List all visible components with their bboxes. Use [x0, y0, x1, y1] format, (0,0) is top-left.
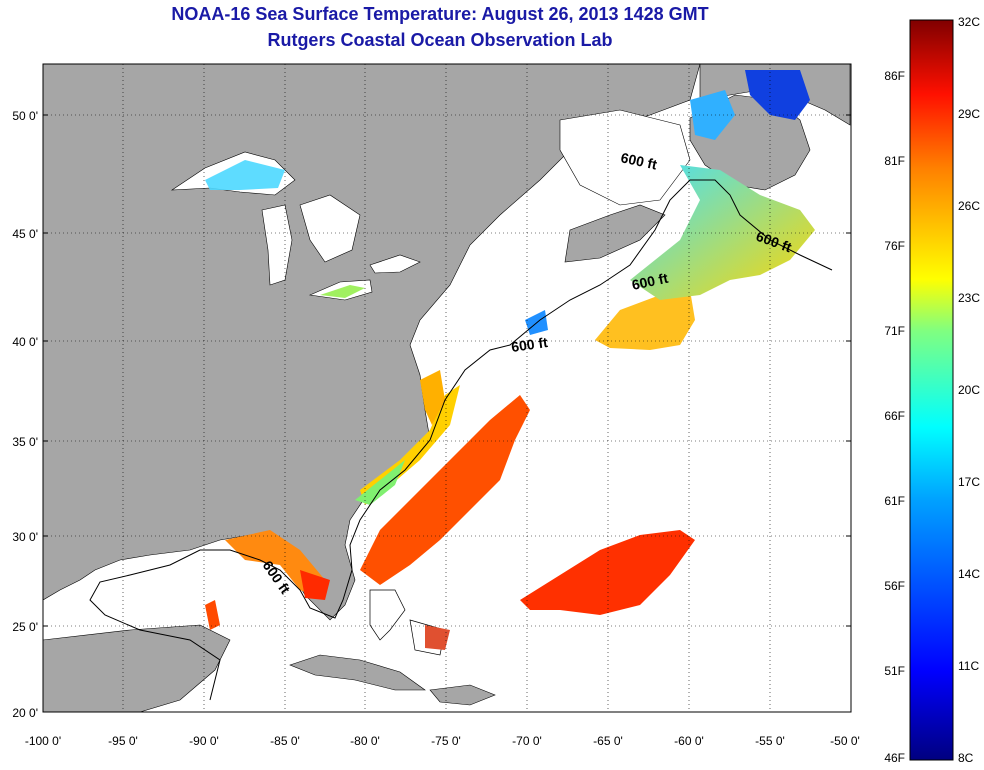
- y-tick-label: 25 0': [12, 620, 38, 634]
- colorbar-c-label: 29C: [958, 107, 980, 121]
- lake-superior-sst: [205, 160, 285, 190]
- atlantic-sst-gulfstream: [360, 395, 530, 585]
- colorbar-f-label: 61F: [884, 494, 905, 508]
- y-tick-label: 45 0': [12, 227, 38, 241]
- land-cuba: [289, 654, 426, 691]
- gulf-sst-north: [225, 530, 325, 598]
- atlantic-sst-newfoundland: [745, 70, 810, 120]
- atlantic-sst-chesapeake: [420, 370, 445, 425]
- colorbar-c-label: 8C: [958, 751, 974, 765]
- contour-label: 600 ft: [510, 334, 549, 355]
- colorbar-celsius-labels: 32C 29C 26C 23C 20C 17C 14C 11C 8C: [958, 15, 980, 765]
- colorbar-c-label: 17C: [958, 475, 980, 489]
- contour-label: 600 ft: [619, 149, 658, 172]
- map-subtitle: Rutgers Coastal Ocean Observation Lab: [267, 30, 613, 50]
- x-tick-label: -95 0': [108, 734, 138, 748]
- map-border: [42, 63, 852, 713]
- x-tick-label: -75 0': [431, 734, 461, 748]
- map-title: NOAA-16 Sea Surface Temperature: August …: [171, 4, 709, 24]
- atlantic-sst-coastal-green: [355, 460, 405, 505]
- colorbar-f-label: 86F: [884, 69, 905, 83]
- y-axis: 50 0' 45 0' 40 0' 35 0' 30 0' 25 0' 20 0…: [12, 109, 851, 720]
- colorbar-c-label: 20C: [958, 383, 980, 397]
- graticule: [43, 64, 851, 712]
- colorbar-c-label: 26C: [958, 199, 980, 213]
- lake-erie-sst: [320, 285, 365, 298]
- colorbar-f-label: 81F: [884, 154, 905, 168]
- y-tick-label: 30 0': [12, 530, 38, 544]
- contour-label: 600 ft: [630, 270, 669, 293]
- x-axis: -100 0' -95 0' -90 0' -85 0' -80 0' -75 …: [25, 734, 860, 748]
- colorbar-c-label: 32C: [958, 15, 980, 29]
- atlantic-sst-shelf: [360, 385, 460, 505]
- x-tick-label: -100 0': [25, 734, 61, 748]
- colorbar-f-label: 71F: [884, 324, 905, 338]
- land-north-america: [43, 64, 701, 621]
- x-tick-label: -55 0': [755, 734, 785, 748]
- gulf-sst-florida: [300, 570, 330, 600]
- colorbar-c-label: 11C: [958, 659, 979, 673]
- colorbar-f-label: 76F: [884, 239, 905, 253]
- lake-huron: [299, 194, 361, 263]
- gulf-sst-west: [205, 600, 220, 630]
- colorbar-f-label: 56F: [884, 579, 905, 593]
- colorbar-c-label: 14C: [958, 567, 980, 581]
- lake-ontario: [369, 254, 421, 274]
- colorbar-fahrenheit-labels: 86F 81F 76F 71F 66F 61F 56F 51F 46F: [884, 69, 905, 765]
- y-tick-label: 35 0': [12, 435, 38, 449]
- colorbar-c-label: 23C: [958, 291, 980, 305]
- colorbar-f-label: 66F: [884, 409, 905, 423]
- colorbar: [909, 19, 954, 761]
- atlantic-sst-labrador: [690, 90, 735, 140]
- x-tick-label: -85 0': [270, 734, 300, 748]
- bahamas-sst: [425, 625, 450, 650]
- x-tick-label: -65 0': [593, 734, 623, 748]
- y-tick-label: 40 0': [12, 335, 38, 349]
- depth-contour-600ft: [89, 179, 833, 701]
- x-tick-label: -70 0': [512, 734, 542, 748]
- colorbar-f-label: 51F: [884, 664, 905, 678]
- land-yucatan: [43, 624, 231, 712]
- y-tick-label: 20 0': [12, 706, 38, 720]
- atlantic-sst-nova-scotia: [630, 165, 815, 300]
- map-content: [43, 64, 851, 712]
- atlantic-sst-georges-bank: [595, 290, 695, 350]
- colorbar-f-label: 46F: [884, 751, 905, 765]
- x-tick-label: -60 0': [674, 734, 704, 748]
- x-tick-label: -50 0': [830, 734, 860, 748]
- land-nova-scotia: [564, 204, 666, 263]
- y-tick-label: 50 0': [12, 109, 38, 123]
- x-tick-label: -90 0': [189, 734, 219, 748]
- x-tick-label: -80 0': [350, 734, 380, 748]
- atlantic-sst-sargasso: [520, 530, 695, 615]
